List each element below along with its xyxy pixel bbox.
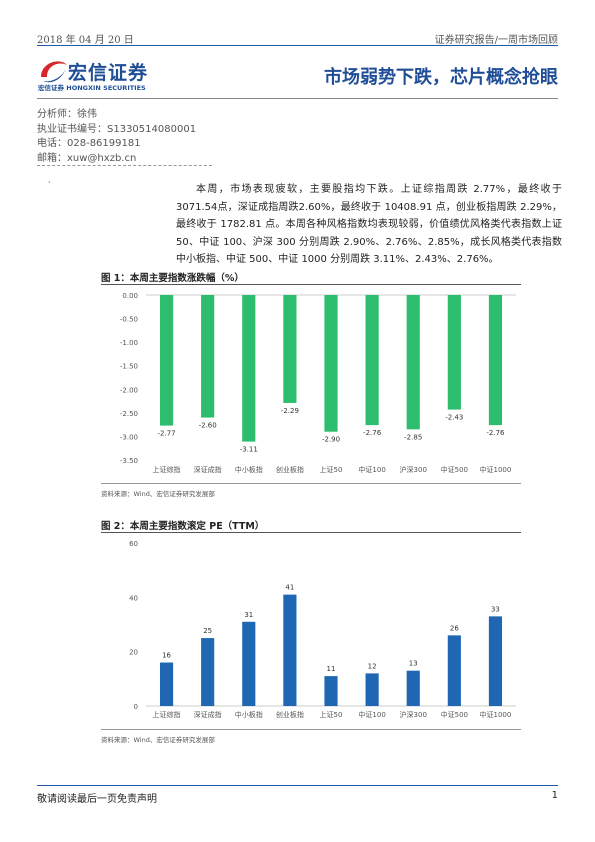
chart2-category-label: 中证500 [441, 710, 468, 719]
chart1-category-label: 沪深300 [400, 465, 427, 474]
chart1-category-label: 中证500 [441, 465, 468, 474]
chart2-data-label: 31 [244, 611, 253, 619]
chart1-ytick: -0.50 [120, 316, 138, 324]
analyst-name: 分析师：徐伟 [37, 109, 97, 120]
header-divider [37, 45, 558, 46]
chart1-data-label: -2.85 [404, 433, 422, 441]
analyst-divider [37, 165, 212, 166]
chart2-bar [488, 616, 503, 706]
chart2-category-label: 创业板指 [276, 710, 304, 719]
report-title: 市场弱势下跌，芯片概念抢眼 [324, 67, 558, 88]
chart1-category-label: 上证50 [320, 465, 343, 474]
chart2-bar [242, 621, 256, 706]
chart2-bar [283, 594, 297, 706]
title-divider [37, 98, 558, 99]
chart1-data-label: -2.76 [363, 429, 382, 437]
chart1-ytick: -3.00 [120, 433, 138, 441]
chart1-bar [201, 295, 215, 418]
chart2-bar [365, 673, 379, 706]
logo-icon [41, 61, 67, 83]
figure1-chart: 0.00 -0.50 -1.00 -1.50 -2.00 -2.50 -3.00 -3.50 -… [120, 292, 516, 474]
chart1-ytick: -3.50 [120, 457, 138, 465]
report-date: 2018 年 04 月 20 日 [37, 35, 134, 46]
chart1-bar [406, 295, 420, 430]
logo-sub-en: HONGXIN SECURITIES [66, 84, 146, 92]
analyst-info: 分析师：徐伟 执业证书编号：S1330514080001 电话：028-8619… [37, 108, 196, 166]
chart1-category-label: 中小板指 [235, 465, 263, 474]
figure2-title-rule [101, 532, 521, 533]
chart1-data-label: -2.77 [157, 430, 175, 438]
chart1-data-label: -2.60 [199, 422, 217, 430]
logo-sub-cn: 宏信证券 [38, 84, 64, 92]
chart1-category-label: 中证100 [358, 465, 385, 474]
chart1-data-label: -3.11 [240, 446, 258, 454]
footer-divider [37, 785, 558, 786]
logo-name: 宏信证券 [68, 62, 149, 84]
summary-paragraph: 本周，市场表现疲软，主要股指均下跌。上证综指周跌 2.77%，最终收于 3071… [176, 184, 562, 265]
figure1-title: 图 1：本周主要指数涨跌幅（%） [101, 273, 244, 284]
chart1-category-label: 深证成指 [194, 465, 222, 474]
chart2-category-label: 沪深300 [400, 710, 427, 719]
chart2-data-label: 25 [203, 627, 212, 635]
chart2-bar [406, 670, 420, 706]
figure2-chart: 0 20 40 60 16 上证综指 25 深证成指 31 中小板指 41 创业板指 11 上证50 12 中… [129, 540, 516, 719]
chart1-ytick: -2.50 [120, 410, 138, 418]
chart2-bar [201, 638, 215, 706]
chart2-data-label: 41 [285, 584, 294, 592]
chart2-category-label: 中证1000 [480, 710, 512, 719]
analyst-phone: 电话：028-86199181 [37, 138, 141, 149]
chart2-data-label: 33 [491, 605, 500, 613]
chart1-bar [324, 295, 338, 432]
chart1-bar [242, 295, 256, 442]
chart2-category-label: 中小板指 [235, 710, 263, 719]
chart2-category-label: 深证成指 [194, 710, 222, 719]
chart1-bar [365, 295, 379, 426]
chart2-category-label: 上证50 [320, 710, 343, 719]
chart1-bar [447, 295, 461, 410]
figure1-bottom-rule [101, 483, 521, 484]
chart2-data-label: 11 [327, 665, 336, 673]
chart2-bar [447, 635, 461, 706]
chart2-ytick: 20 [129, 649, 138, 657]
footer-disclaimer: 敬请阅读最后一页免责声明 [37, 794, 157, 805]
figure2-source: 资料来源：Wind、宏信证券研究发展部 [101, 736, 215, 744]
chart1-bar [283, 295, 297, 403]
analyst-email[interactable]: 邮箱：xuw@hxzb.cn [37, 152, 137, 164]
report-type: 证券研究报告/一周市场回顾 [434, 35, 558, 46]
analyst-license: 执业证书编号：S1330514080001 [37, 123, 197, 135]
figure1-source: 资料来源：Wind、宏信证券研究发展部 [101, 490, 215, 498]
chart2-data-label: 12 [368, 662, 377, 670]
chart2-data-label: 16 [162, 652, 171, 660]
chart2-category-label: 上证综指 [153, 710, 181, 719]
chart1-category-label: 中证1000 [480, 465, 512, 474]
chart1-bar [159, 295, 174, 426]
chart1-data-label: -2.90 [322, 436, 340, 444]
chart1-ytick: -1.50 [120, 363, 138, 371]
chart1-bar [488, 295, 503, 426]
chart2-bar [324, 676, 338, 706]
chart1-ytick: 0.00 [122, 292, 138, 300]
chart2-ytick: 60 [129, 540, 138, 548]
figure2-title: 图 2：本周主要指数滚定 PE（TTM） [101, 521, 265, 532]
figure1-title-rule [101, 284, 521, 285]
chart1-data-label: -2.76 [486, 429, 505, 437]
chart2-ytick: 0 [134, 703, 138, 711]
figure2-bottom-rule [101, 729, 521, 730]
chart2-bar [159, 662, 174, 706]
chart2-ytick: 40 [129, 594, 138, 602]
chart1-data-label: -2.29 [281, 407, 299, 415]
chart2-data-label: 26 [450, 624, 459, 632]
logo-subtitle: 宏信证券 HONGXIN SECURITIES [38, 82, 146, 92]
chart2-data-label: 13 [409, 660, 418, 668]
chart1-ytick: -1.00 [120, 339, 138, 347]
chart1-data-label: -2.43 [445, 414, 463, 422]
bullet-dot: · [48, 178, 51, 187]
chart2-category-label: 中证100 [358, 710, 385, 719]
chart1-ytick: -2.00 [120, 386, 138, 394]
chart1-category-label: 上证综指 [153, 465, 181, 474]
chart1-category-label: 创业板指 [276, 465, 304, 474]
page-number: 1 [551, 790, 558, 801]
